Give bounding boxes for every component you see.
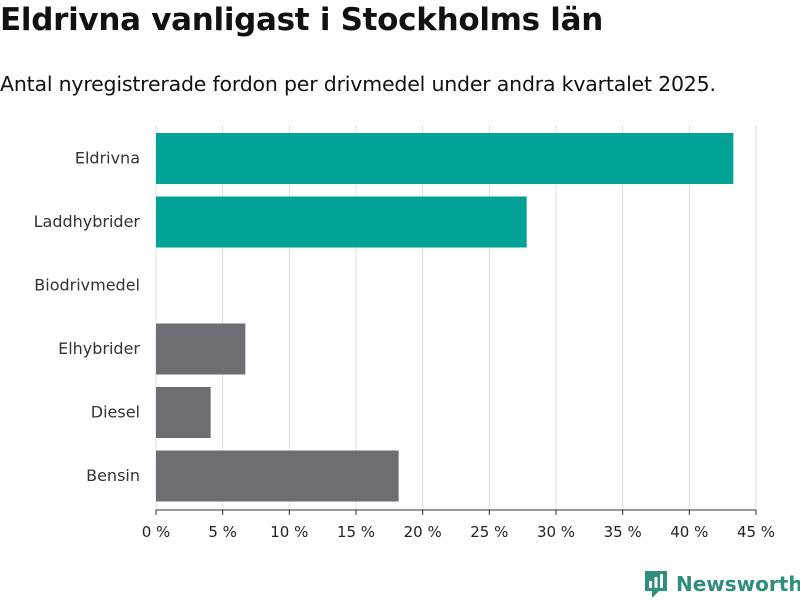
x-tick-label: 5 % — [208, 523, 237, 541]
newsworthy-logo-text: Newsworthy — [676, 572, 800, 596]
bar-laddhybrider — [156, 196, 527, 248]
x-tick-label: 0 % — [142, 523, 171, 541]
bar-bensin — [156, 450, 399, 502]
x-tick-label: 40 % — [670, 523, 708, 541]
category-label: Laddhybrider — [34, 212, 141, 231]
category-label: Diesel — [91, 403, 140, 422]
bar-eldrivna — [156, 133, 734, 184]
category-labels: Eldrivna Laddhybrider Biodrivmedel Elhybrid… — [34, 149, 141, 486]
category-label: Biodrivmedel — [34, 276, 140, 295]
x-axis-ticks: 0 % 5 % 10 % 15 % 20 % 25 % 30 % 35 % 40 % 45 % — [142, 509, 775, 541]
bar-elhybrider — [156, 323, 246, 375]
chart-title: Eldrivna vanligast i Stockholms län — [0, 2, 604, 38]
category-label: Elhybrider — [58, 339, 140, 358]
x-tick-label: 20 % — [404, 523, 442, 541]
bar-chart: 0 % 5 % 10 % 15 % 20 % 25 % 30 % 35 % 40 % 45 % E… — [34, 125, 775, 541]
newsworthy-logo-icon — [645, 571, 667, 598]
x-tick-label: 35 % — [604, 523, 642, 541]
chart-subtitle: Antal nyregistrerade fordon per drivmede… — [0, 72, 716, 96]
x-tick-label: 15 % — [337, 523, 375, 541]
gridlines — [155, 125, 757, 510]
newsworthy-logo: Newsworthy — [643, 569, 800, 599]
x-tick-label: 45 % — [737, 523, 775, 541]
bar-diesel — [156, 387, 211, 438]
category-label: Eldrivna — [75, 149, 140, 168]
category-label: Bensin — [86, 466, 140, 485]
bars — [156, 133, 734, 502]
x-tick-label: 10 % — [270, 523, 308, 541]
x-tick-label: 25 % — [470, 523, 508, 541]
x-tick-label: 30 % — [537, 523, 575, 541]
